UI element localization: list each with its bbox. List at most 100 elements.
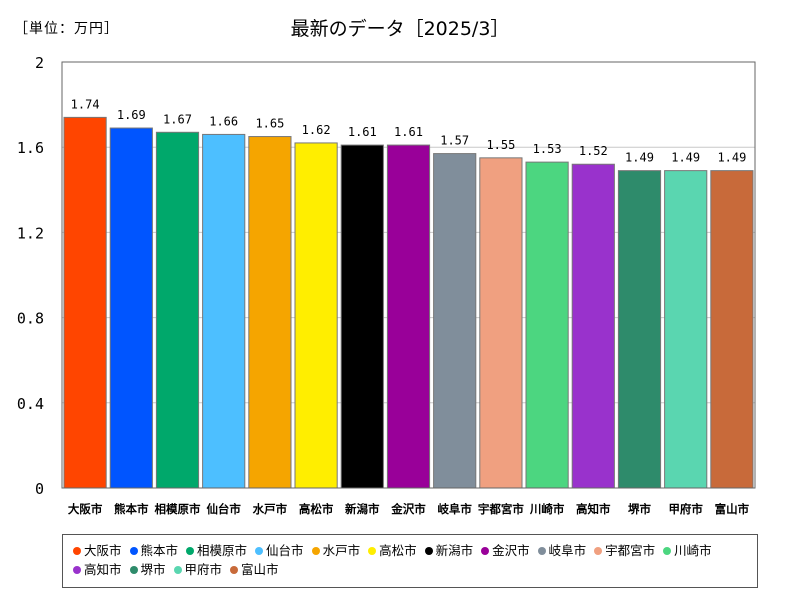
data-label: 1.55 (486, 138, 515, 152)
legend-label: 熊本市 (140, 543, 179, 558)
data-label: 1.61 (394, 125, 423, 139)
data-label: 1.74 (71, 97, 100, 111)
data-label: 1.62 (302, 123, 331, 137)
x-tick-label: 高知市 (576, 502, 611, 516)
chart-title: 最新のデータ［2025/3］ (290, 18, 510, 40)
legend-label: 堺市 (140, 562, 166, 577)
legend-marker (129, 547, 138, 555)
legend-marker (311, 547, 320, 555)
legend-marker (663, 547, 672, 555)
legend-item: 高知市 (73, 560, 122, 579)
x-tick-label: 大阪市 (68, 502, 103, 516)
bar (664, 170, 708, 489)
legend-label: 川崎市 (674, 543, 712, 558)
bar (617, 170, 662, 489)
data-label: 1.53 (533, 142, 562, 156)
legend-item: 相模原市 (186, 541, 247, 560)
unit-label: ［単位：万円］ (14, 21, 119, 37)
legend-item: 堺市 (129, 560, 166, 579)
legend-marker (537, 547, 546, 555)
bar (155, 131, 200, 489)
value-labels: 1.74 1.69 1.67 1.66 1.65 1.62 1.61 1.61 1.57 1.55… (71, 97, 747, 164)
data-label: 1.52 (579, 144, 608, 158)
legend-label: 岐阜市 (548, 543, 587, 558)
legend-marker (594, 547, 603, 555)
data-label: 1.66 (209, 114, 238, 128)
legend-item: 高松市 (368, 541, 417, 560)
data-label: 1.67 (163, 112, 192, 126)
x-tick-label: 富山市 (715, 502, 750, 516)
y-tick-label: 1.2 (17, 224, 44, 242)
bar-chart: 00.40.81.21.62 1.741.69 1.67 1.66 1.65 1.62 1… (17, 54, 756, 516)
y-tick-label: 0.4 (17, 395, 44, 413)
data-label: 1.69 (117, 108, 146, 122)
data-label: 1.61 (348, 125, 377, 139)
x-tick-label: 高松市 (299, 502, 334, 516)
y-tick-label: 0 (35, 480, 44, 498)
bar (479, 157, 523, 489)
legend-label: 高知市 (84, 562, 122, 577)
bar (202, 133, 246, 489)
legend-marker (73, 547, 81, 555)
legend-item: 金沢市 (481, 541, 530, 560)
x-tick-label: 熊本市 (114, 502, 149, 516)
bar (63, 116, 107, 489)
legend-marker (481, 547, 490, 555)
legend-marker (173, 566, 182, 574)
y-tick-label: 2 (35, 54, 44, 72)
plot-frame (61, 61, 756, 489)
y-tick-label: 0.8 (17, 310, 44, 328)
legend-item: 熊本市 (129, 541, 179, 560)
x-tick-label: 岐阜市 (437, 502, 472, 516)
legend-item: 富山市 (230, 560, 279, 579)
legend-marker (368, 547, 377, 555)
bar (571, 163, 615, 489)
legend-marker (424, 547, 433, 555)
data-label: 1.49 (625, 151, 654, 165)
legend-item: 新潟市 (424, 541, 474, 560)
bar (710, 170, 754, 489)
x-tick-label: 仙台市 (206, 502, 241, 516)
legend-label: 大阪市 (84, 543, 122, 558)
y-tick-label: 1.6 (17, 139, 44, 157)
legend-label: 甲府市 (184, 562, 223, 577)
legend-label: 宇都宮市 (605, 543, 656, 558)
legend-item: 大阪市 (73, 541, 122, 560)
data-label: 1.65 (255, 117, 284, 131)
x-tick-label: 相模原市 (155, 502, 201, 516)
legend-item: 宇都宮市 (594, 541, 655, 560)
bars (63, 116, 754, 489)
bar (433, 153, 477, 489)
bar (294, 142, 338, 489)
data-label: 1.49 (671, 151, 700, 165)
bar (525, 161, 569, 489)
legend-marker (129, 566, 138, 574)
data-label: 1.57 (440, 134, 469, 148)
legend-item: 川崎市 (663, 541, 712, 560)
data-label: 1.49 (717, 151, 746, 165)
legend-label: 仙台市 (266, 543, 304, 558)
x-tick-label: 新潟市 (345, 502, 380, 516)
legend-item: 甲府市 (173, 560, 223, 579)
legend-item: 岐阜市 (537, 541, 587, 560)
legend-item: 水戸市 (311, 541, 361, 560)
x-tick-label: 水戸市 (253, 502, 288, 516)
legend-label: 相模原市 (197, 543, 248, 558)
x-tick-label: 甲府市 (668, 502, 703, 516)
x-tick-label: 堺市 (628, 502, 651, 516)
legend-label: 水戸市 (322, 543, 361, 558)
x-tick-label: 川崎市 (529, 502, 565, 516)
x-axis-ticks: 大阪市 熊本市 相模原市 仙台市 水戸市 高松市 新潟市 金沢市 岐阜市 宇都宮市 川崎市 高知市 堺市… (68, 502, 750, 516)
legend-marker (230, 566, 239, 574)
legend: 大阪市 熊本市 相模原市 仙台市 水戸市 高松市 新潟市 金沢市 岐阜市 宇都宮市 川崎市高知市 堺市… (62, 534, 758, 588)
y-axis-ticks: 0 0.4 0.8 1.2 1.6 2 (17, 54, 44, 498)
legend-marker (73, 566, 81, 574)
legend-label: 富山市 (241, 562, 279, 577)
legend-marker (255, 547, 264, 555)
legend-marker (186, 547, 195, 555)
legend-label: 金沢市 (492, 543, 530, 558)
bar (109, 127, 153, 489)
bar (340, 144, 384, 489)
x-tick-label: 宇都宮市 (478, 502, 524, 516)
legend-label: 新潟市 (435, 543, 474, 558)
